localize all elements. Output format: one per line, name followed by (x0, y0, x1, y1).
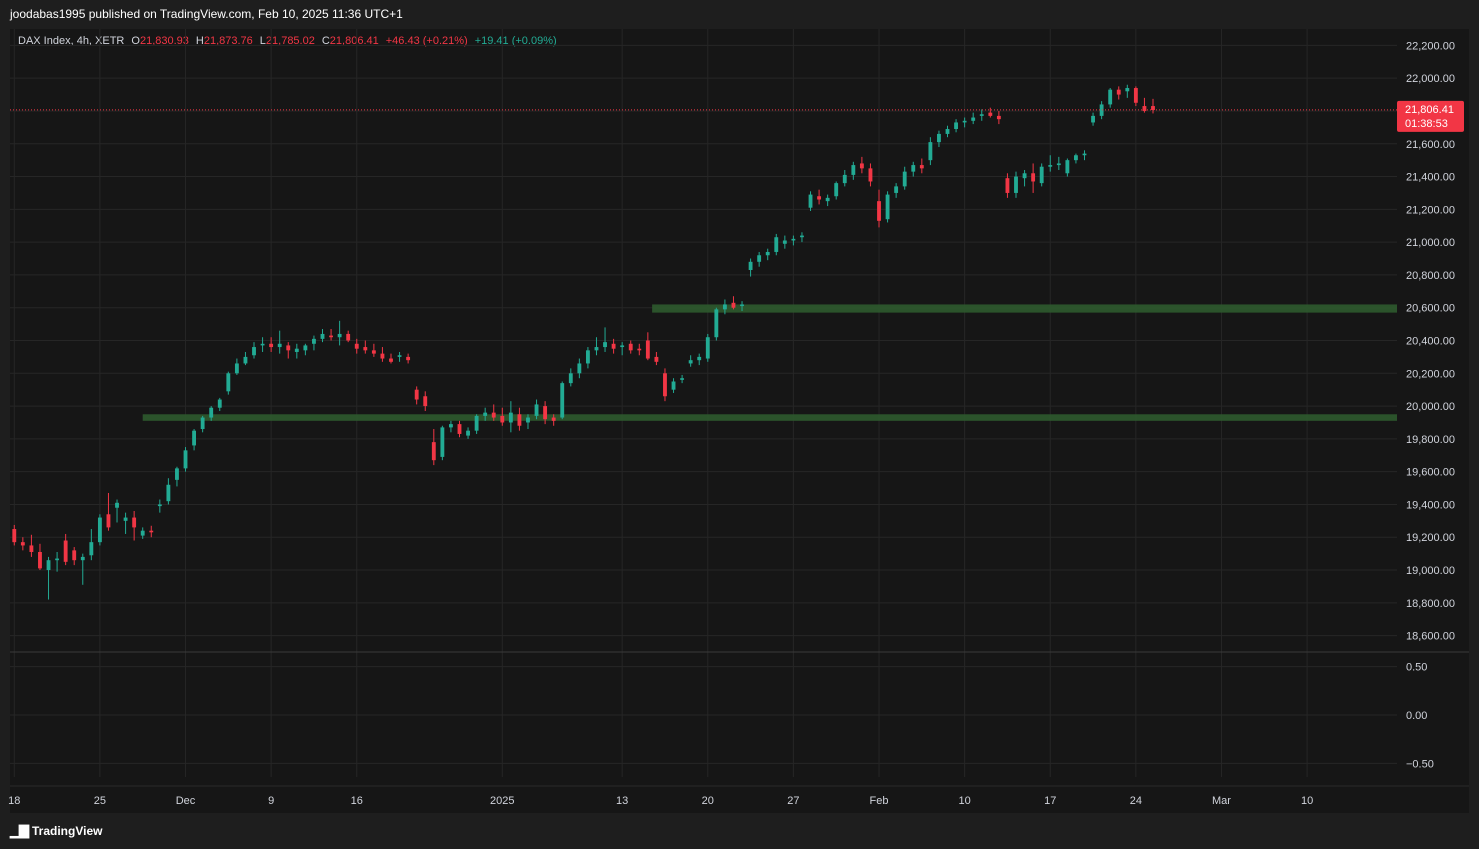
tradingview-logo[interactable]: ▁▇ TradingView (10, 823, 102, 839)
published-text: joodabas1995 published on TradingView.co… (10, 7, 403, 21)
legend-change: +46.43 (+0.21%) (385, 35, 468, 47)
tradingview-brand: TradingView (32, 824, 103, 838)
chart-frame[interactable] (10, 29, 1469, 813)
legend-close-key: C (321, 35, 330, 47)
publish-header: joodabas1995 published on TradingView.co… (0, 0, 1479, 28)
legend-high: 21,873.76 (203, 35, 253, 47)
legend-high-key: H (195, 35, 204, 47)
symbol-legend: DAX Index, 4h, XETR O 21,830.93 H 21,873.7… (18, 35, 557, 47)
legend-open: 21,830.93 (139, 35, 189, 47)
legend-low: 21,785.02 (265, 35, 315, 47)
legend-open-key: O (131, 35, 140, 47)
legend-change2: +19.41 (+0.09%) (474, 35, 557, 47)
legend-close: 21,806.41 (329, 35, 379, 47)
legend-low-key: L (259, 35, 266, 47)
footer: ▁▇ TradingView (0, 814, 1479, 849)
tradingview-logo-icon: ▁▇ (10, 823, 29, 838)
legend-symbol[interactable]: DAX Index, 4h, XETR (18, 35, 125, 47)
